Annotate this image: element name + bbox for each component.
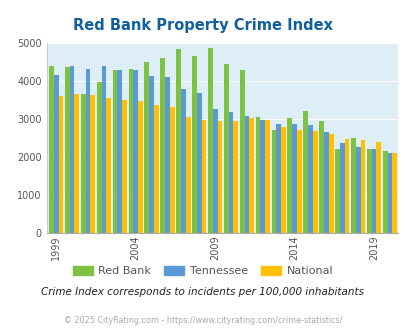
Bar <box>85 69 90 233</box>
Bar <box>255 117 260 233</box>
Bar <box>360 140 364 233</box>
Bar <box>280 127 285 233</box>
Bar <box>312 131 317 233</box>
Bar <box>196 93 201 233</box>
Bar <box>375 142 380 233</box>
Bar <box>90 95 95 233</box>
Bar <box>74 94 79 233</box>
Bar <box>160 58 165 233</box>
Bar <box>185 116 190 233</box>
Bar <box>138 101 143 233</box>
Bar <box>153 105 158 233</box>
Text: © 2025 CityRating.com - https://www.cityrating.com/crime-statistics/: © 2025 CityRating.com - https://www.city… <box>64 316 341 325</box>
Bar <box>391 152 396 233</box>
Bar <box>244 116 249 233</box>
Bar <box>133 70 138 233</box>
Bar <box>101 66 106 233</box>
Text: Red Bank Property Crime Index: Red Bank Property Crime Index <box>73 18 332 33</box>
Bar <box>96 82 101 233</box>
Bar <box>249 118 254 233</box>
Bar <box>366 149 371 233</box>
Bar <box>328 134 333 233</box>
Bar <box>323 132 328 233</box>
Bar <box>276 124 280 233</box>
Bar <box>144 62 149 233</box>
Bar <box>387 153 391 233</box>
Bar <box>70 66 74 233</box>
Bar <box>212 109 217 233</box>
Bar <box>303 111 307 233</box>
Bar <box>344 139 349 233</box>
Bar <box>181 89 185 233</box>
Bar <box>292 124 296 233</box>
Bar <box>207 48 212 233</box>
Bar <box>201 119 206 233</box>
Bar <box>169 107 174 233</box>
Bar <box>382 151 387 233</box>
Bar <box>106 98 111 233</box>
Bar <box>149 76 153 233</box>
Bar <box>233 121 238 233</box>
Bar <box>58 96 63 233</box>
Bar <box>112 70 117 233</box>
Bar <box>176 49 181 233</box>
Bar <box>334 149 339 233</box>
Bar <box>122 100 127 233</box>
Text: Crime Index corresponds to incidents per 100,000 inhabitants: Crime Index corresponds to incidents per… <box>41 287 364 297</box>
Bar <box>117 70 122 233</box>
Bar <box>318 121 323 233</box>
Bar <box>54 75 58 233</box>
Bar <box>307 125 312 233</box>
Bar <box>355 147 360 233</box>
Bar <box>239 70 244 233</box>
Bar <box>260 120 264 233</box>
Bar <box>350 138 355 233</box>
Bar <box>65 67 70 233</box>
Bar <box>165 77 169 233</box>
Bar <box>287 118 292 233</box>
Bar <box>264 120 269 233</box>
Bar <box>217 121 222 233</box>
Bar <box>49 66 54 233</box>
Legend: Red Bank, Tennessee, National: Red Bank, Tennessee, National <box>68 261 337 280</box>
Bar <box>339 144 344 233</box>
Bar <box>192 56 196 233</box>
Bar <box>271 130 276 233</box>
Bar <box>223 64 228 233</box>
Bar <box>228 112 233 233</box>
Bar <box>296 130 301 233</box>
Bar <box>371 149 375 233</box>
Bar <box>128 70 133 233</box>
Bar <box>81 94 85 233</box>
